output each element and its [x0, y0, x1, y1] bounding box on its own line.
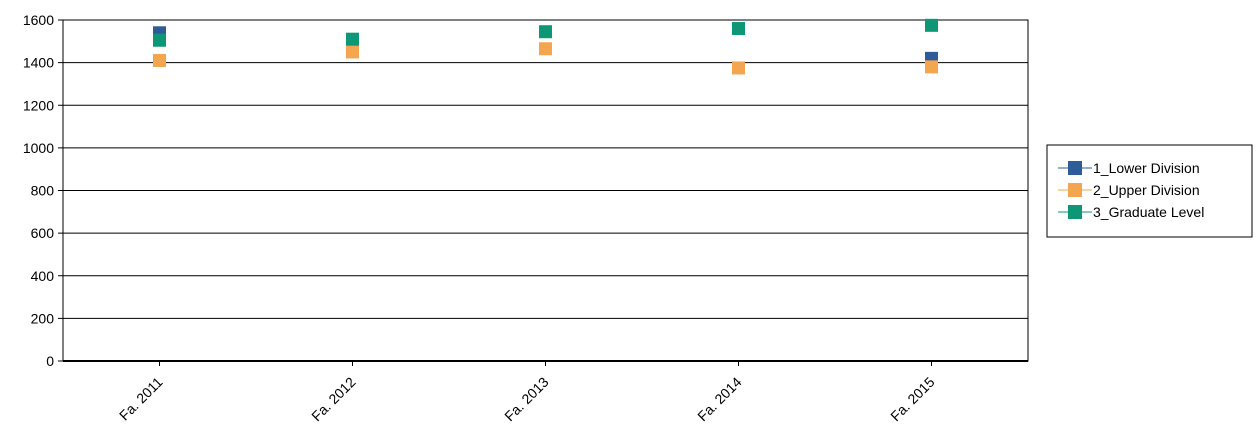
data-point: [539, 25, 552, 39]
data-point: [925, 18, 938, 32]
legend-marker: [1068, 205, 1082, 219]
legend: 1_Lower Division 2_Upper Division 3_Gradua…: [1046, 144, 1253, 238]
y-tick-label: 1600: [23, 12, 54, 28]
y-tick-label: 800: [31, 183, 55, 199]
data-point: [539, 42, 552, 56]
legend-label: 3_Graduate Level: [1093, 204, 1204, 220]
y-tick-label: 1000: [23, 140, 54, 156]
data-point: [732, 22, 745, 36]
x-tick-label: Fa. 2015: [887, 374, 938, 425]
x-tick-label: Fa. 2012: [308, 374, 359, 425]
x-tick-label: Fa. 2011: [116, 374, 166, 424]
legend-marker: [1068, 161, 1082, 175]
data-point: [346, 32, 359, 46]
y-tick-label: 400: [31, 268, 55, 284]
x-tick-label: Fa. 2014: [694, 374, 745, 425]
data-point: [732, 61, 745, 75]
y-tick-label: 0: [46, 353, 54, 369]
data-point: [925, 60, 938, 74]
legend-marker: [1068, 183, 1082, 197]
y-tick-label: 1200: [23, 97, 54, 113]
legend-label: 2_Upper Division: [1093, 182, 1200, 198]
x-tick-label: Fa. 2013: [501, 374, 552, 425]
data-markers: [153, 18, 938, 75]
legend-label: 1_Lower Division: [1093, 160, 1200, 176]
y-tick-label: 600: [31, 225, 55, 241]
data-point: [153, 53, 166, 67]
data-point: [346, 45, 359, 59]
x-axis-ticks: Fa. 2011 Fa. 2012 Fa. 2013 Fa. 2014 Fa. 2015: [116, 361, 938, 424]
y-axis-ticks: 0 200 400 600 800 1000 1200 1400 1600: [23, 12, 63, 369]
y-tick-label: 200: [31, 310, 55, 326]
data-point: [153, 33, 166, 47]
y-tick-label: 1400: [23, 55, 54, 71]
